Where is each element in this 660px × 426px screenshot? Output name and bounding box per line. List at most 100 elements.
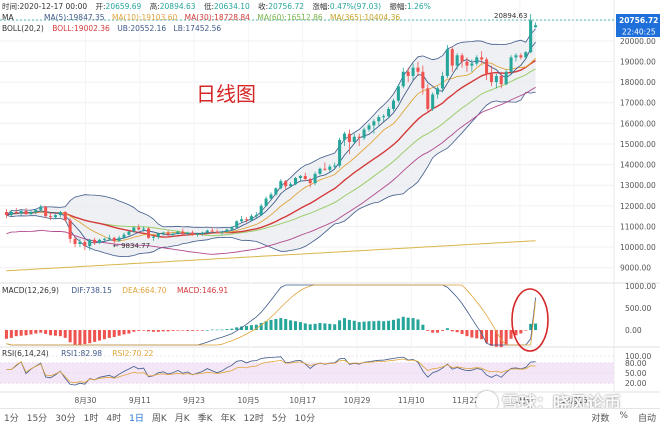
candle (524, 51, 528, 60)
candle (362, 127, 366, 140)
macd-bar (470, 330, 474, 338)
candle (279, 179, 283, 190)
auto-scale-toggle[interactable]: 自动 (637, 414, 656, 424)
timeframe-button[interactable]: 年K (220, 414, 236, 424)
log-scale-toggle[interactable]: 对数 (591, 414, 610, 424)
timeframe-button[interactable]: 周K (151, 414, 167, 424)
candle (382, 114, 386, 122)
candle (259, 203, 263, 217)
candle (220, 230, 224, 235)
macd-bar (367, 321, 371, 330)
macd-tick-label: 500.00 (625, 304, 651, 313)
percent-scale-toggle[interactable]: % (619, 411, 628, 421)
macd-bar (475, 330, 479, 339)
timeframe-button[interactable]: 12时 (243, 414, 264, 424)
ma10-line (6, 57, 536, 242)
macd-bar (259, 322, 263, 330)
candle (181, 228, 185, 235)
candle (44, 205, 48, 219)
price-tick-label: 20000.00 (620, 37, 656, 46)
macd-bar (338, 320, 342, 330)
macd-bar (450, 330, 454, 332)
macd-bar (195, 330, 200, 331)
candle (333, 162, 337, 169)
macd-bar (73, 330, 77, 345)
candle (494, 73, 498, 89)
current-time-tag (616, 26, 660, 37)
candle (401, 67, 405, 89)
x-tick-label: 10月29 (344, 396, 371, 405)
macd-bar (176, 330, 180, 331)
candle (347, 129, 351, 155)
x-tick-label: 12月16 (561, 396, 588, 405)
macd-bar (102, 330, 106, 340)
macd-bar (333, 324, 337, 330)
macd-bar (293, 321, 298, 330)
macd-bar (465, 330, 469, 337)
macd-bar (161, 330, 165, 332)
macd-bar (396, 318, 400, 330)
x-tick-label: 10月5 (237, 396, 259, 405)
macd-bar (504, 330, 508, 345)
macd-bar (313, 323, 317, 330)
candle (440, 71, 444, 93)
candle (436, 86, 440, 99)
last-price-label: 20756.72 (619, 16, 658, 25)
macd-bar (440, 330, 444, 331)
candle (14, 207, 18, 215)
macd-bar (514, 330, 518, 336)
macd-bar (426, 330, 430, 331)
timeframe-button[interactable]: 4时 (106, 414, 122, 424)
macd-bar (137, 330, 141, 331)
candlesticks (4, 14, 538, 251)
macd-bar (391, 319, 395, 330)
candle (367, 123, 371, 132)
timeframe-button[interactable]: 5分 (271, 414, 287, 424)
price-tick-label: 15000.00 (620, 140, 656, 149)
macd-bar (132, 330, 136, 332)
candle (161, 231, 165, 236)
macd-bar (303, 323, 307, 330)
timeframe-button[interactable]: 1分 (4, 414, 19, 424)
timeframe-button[interactable]: 10分 (294, 414, 316, 424)
timeframe-button[interactable]: 1时 (83, 414, 99, 424)
timeframe-button[interactable]: 15分 (26, 414, 48, 424)
candle (225, 228, 229, 233)
candle (313, 171, 317, 186)
price-tick-label: 10000.00 (620, 243, 656, 252)
candle (455, 53, 459, 70)
timeframe-button[interactable]: 月K (174, 414, 190, 424)
macd-bar (191, 330, 195, 331)
macd-legend: MACD(12,26,9) DIF:738.15 DEA:664.70 MACD… (2, 286, 228, 295)
timeframe-button[interactable]: 1日 (129, 414, 144, 424)
macd-bar (78, 330, 82, 345)
candle (485, 57, 489, 81)
macd-bar (186, 330, 190, 331)
macd-bar (342, 318, 347, 330)
timeframe-button[interactable]: 季K (197, 414, 213, 424)
timeframe-button[interactable]: 30分 (55, 414, 76, 424)
candle (176, 230, 180, 235)
macd-bar (53, 330, 57, 336)
macd-bar (489, 330, 493, 346)
candle (416, 61, 420, 76)
x-tick-label: 8月30 (75, 396, 97, 405)
rsi-zone (0, 362, 614, 384)
x-tick-label: 10月17 (289, 396, 316, 405)
candle (78, 238, 82, 248)
candle (9, 209, 13, 217)
candle (465, 57, 469, 72)
candle (49, 213, 53, 221)
macd-bar (122, 330, 126, 335)
macd-bar (83, 330, 87, 345)
candle (308, 177, 312, 188)
candle (293, 176, 298, 186)
macd-bar (284, 319, 288, 330)
rsi-tick-label: 100.00 (625, 352, 651, 361)
candle (151, 235, 155, 241)
price-tick-label: 11000.00 (620, 222, 656, 231)
candle (127, 230, 131, 236)
macd-bar (4, 330, 8, 339)
macd-bar (421, 324, 425, 330)
